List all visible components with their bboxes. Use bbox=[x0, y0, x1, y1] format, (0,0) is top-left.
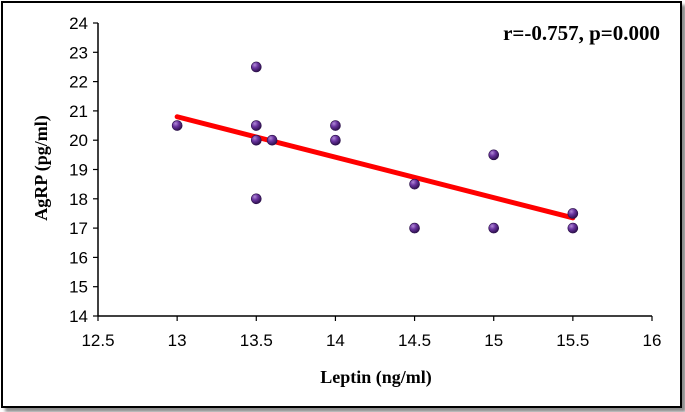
x-tick-label: 13 bbox=[168, 331, 187, 350]
y-tick-label: 17 bbox=[69, 219, 88, 238]
y-tick-label: 24 bbox=[69, 14, 88, 33]
x-tick-labels: 12.5 13 13.5 14 14.5 15 15.5 16 bbox=[81, 316, 661, 350]
data-point bbox=[567, 222, 579, 234]
data-point bbox=[488, 222, 500, 234]
y-tick-label: 19 bbox=[69, 161, 88, 180]
data-point bbox=[266, 134, 278, 146]
data-point bbox=[488, 149, 500, 161]
x-tick-label: 15.5 bbox=[556, 331, 589, 350]
y-tick-label: 23 bbox=[69, 43, 88, 62]
y-axis-title: AgRP (pg/ml) bbox=[31, 115, 52, 221]
data-point bbox=[250, 120, 262, 131]
trendline-group bbox=[174, 114, 576, 221]
data-points bbox=[171, 61, 579, 234]
x-tick-label: 14 bbox=[326, 331, 345, 350]
data-point bbox=[250, 61, 262, 73]
x-tick-label: 14.5 bbox=[398, 331, 431, 350]
data-point bbox=[409, 178, 420, 190]
x-tick-label: 16 bbox=[643, 331, 662, 350]
y-tick-label: 21 bbox=[69, 102, 88, 121]
data-point bbox=[171, 120, 183, 131]
trendline bbox=[174, 114, 576, 221]
correlation-annotation: r=-0.757, p=0.000 bbox=[503, 21, 660, 45]
data-point bbox=[567, 208, 579, 219]
y-tick-label: 16 bbox=[69, 248, 88, 267]
y-tick-label: 20 bbox=[69, 131, 88, 150]
x-tick-label: 12.5 bbox=[81, 331, 114, 350]
data-point bbox=[409, 222, 420, 234]
y-tick-label: 18 bbox=[69, 190, 88, 209]
y-tick-labels: 14 15 16 17 18 19 20 21 22 23 24 bbox=[69, 14, 98, 326]
data-point bbox=[330, 120, 341, 131]
x-tick-label: 15 bbox=[484, 331, 503, 350]
data-point bbox=[250, 134, 262, 146]
x-tick-label: 13.5 bbox=[240, 331, 273, 350]
data-point bbox=[330, 134, 341, 146]
y-tick-label: 15 bbox=[69, 278, 88, 297]
y-tick-label: 14 bbox=[69, 307, 88, 326]
x-axis-title: Leptin (ng/ml) bbox=[320, 367, 432, 388]
y-tick-label: 22 bbox=[69, 73, 88, 92]
data-point bbox=[250, 193, 262, 205]
